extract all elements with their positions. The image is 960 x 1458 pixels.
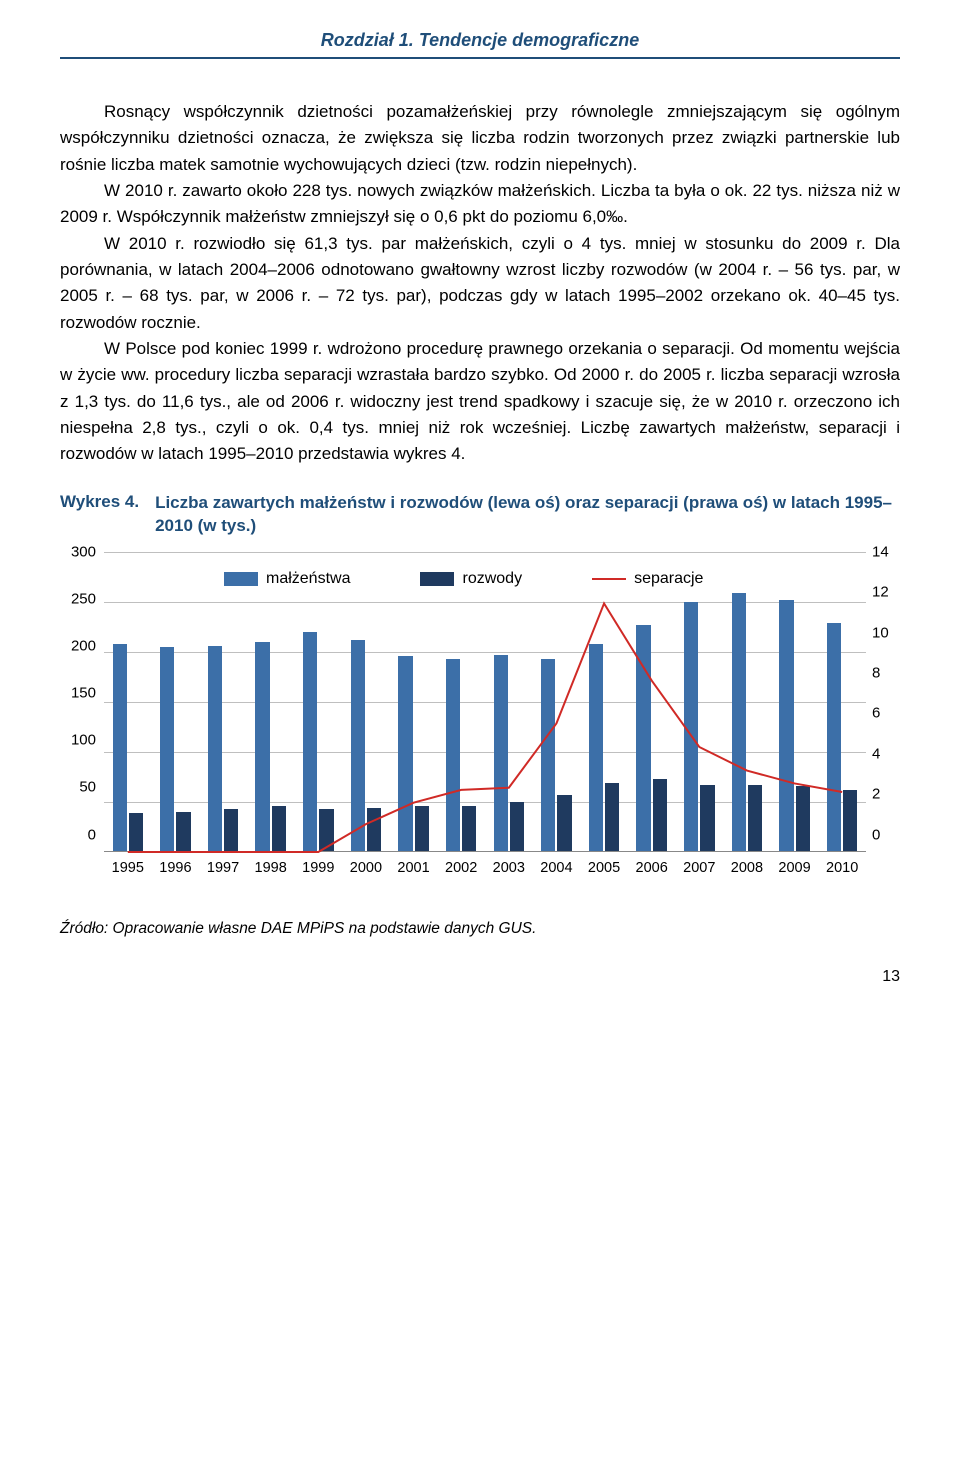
legend-item-divorces: rozwody [420,570,522,588]
y-axis-left: 300250200150100500 [60,552,96,852]
legend-swatch [420,572,454,586]
figure-caption: Wykres 4. Liczba zawartych małżeństw i r… [60,492,900,538]
body-text: Rosnący współczynnik dzietności pozamałż… [60,99,900,468]
legend-swatch [224,572,258,586]
plot-area: małżeństwa rozwody separacje [104,552,866,852]
bars-container [104,552,866,851]
page-number: 13 [60,968,900,986]
figure-label: Wykres 4. [60,492,139,538]
chart: 300250200150100500 14121086420 małżeństw… [60,552,900,912]
legend-item-separations: separacje [592,570,703,588]
chapter-header: Rozdział 1. Tendencje demograficzne [60,30,900,59]
legend-label: separacje [634,570,703,588]
legend: małżeństwa rozwody separacje [224,570,806,588]
paragraph: W 2010 r. rozwiodło się 61,3 tys. par ma… [60,231,900,336]
legend-label: rozwody [462,570,522,588]
paragraph: Rosnący współczynnik dzietności pozamałż… [60,99,900,178]
legend-swatch [592,578,626,580]
legend-item-marriages: małżeństwa [224,570,350,588]
source-note: Źródło: Opracowanie własne DAE MPiPS na … [60,920,900,938]
legend-label: małżeństwa [266,570,350,588]
paragraph: W Polsce pod koniec 1999 r. wdrożono pro… [60,336,900,468]
x-axis: 1995199619971998199920002001200220032004… [104,860,866,876]
y-axis-right: 14121086420 [872,552,900,852]
figure-title: Liczba zawartych małżeństw i rozwodów (l… [155,492,900,538]
paragraph: W 2010 r. zawarto około 228 tys. nowych … [60,178,900,231]
